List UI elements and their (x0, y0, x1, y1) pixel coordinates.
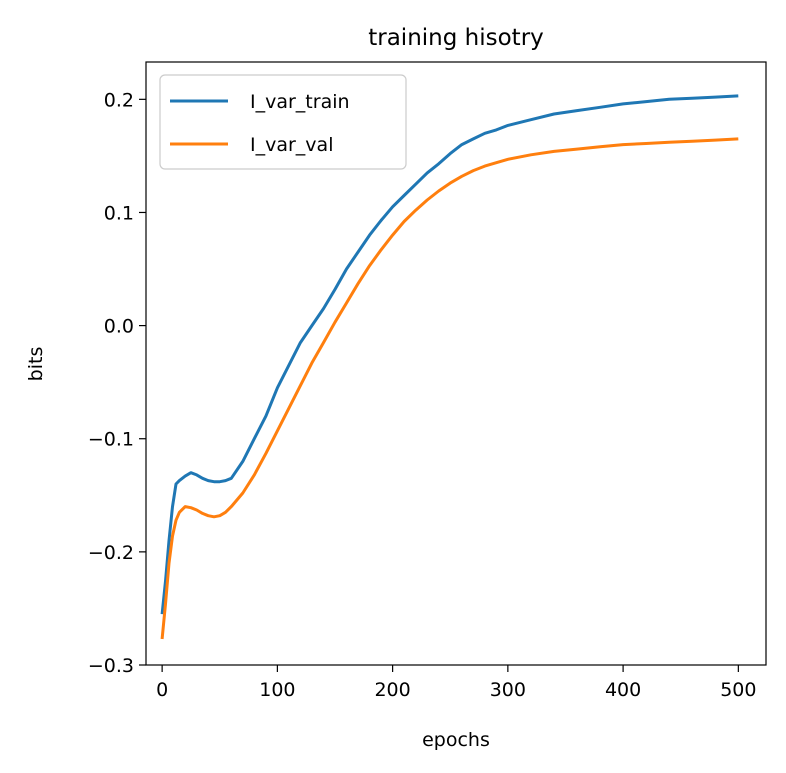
x-tick-label: 300 (490, 679, 526, 701)
y-tick-label: −0.1 (88, 429, 134, 451)
y-tick-label: 0.0 (104, 316, 134, 338)
y-axis-label: bits (25, 347, 47, 382)
y-tick-label: 0.2 (104, 89, 134, 111)
legend-label-val: I_var_val (250, 134, 333, 156)
series-line-i-var-val (160, 137, 739, 640)
y-tick-label: −0.2 (88, 542, 134, 564)
axes-frame (145, 61, 767, 666)
x-axis-label: epochs (422, 729, 490, 751)
x-tick-label: 100 (259, 679, 295, 701)
legend-label-train: I_var_train (250, 91, 350, 113)
x-tick-label: 0 (156, 679, 168, 701)
x-tick-label: 200 (374, 679, 410, 701)
x-axis: 0 100 200 300 400 500 (156, 665, 756, 701)
y-tick-label: 0.1 (104, 202, 134, 224)
series-layer (160, 94, 739, 640)
chart-title: training hisotry (368, 25, 544, 51)
legend: I_var_train I_var_val (159, 74, 407, 170)
y-tick-label: −0.3 (88, 655, 134, 677)
x-tick-label: 400 (605, 679, 641, 701)
x-tick-label: 500 (720, 679, 756, 701)
y-axis: −0.3 −0.2 −0.1 0.0 0.1 0.2 (88, 89, 146, 677)
series-line-i-var-train (160, 94, 739, 615)
